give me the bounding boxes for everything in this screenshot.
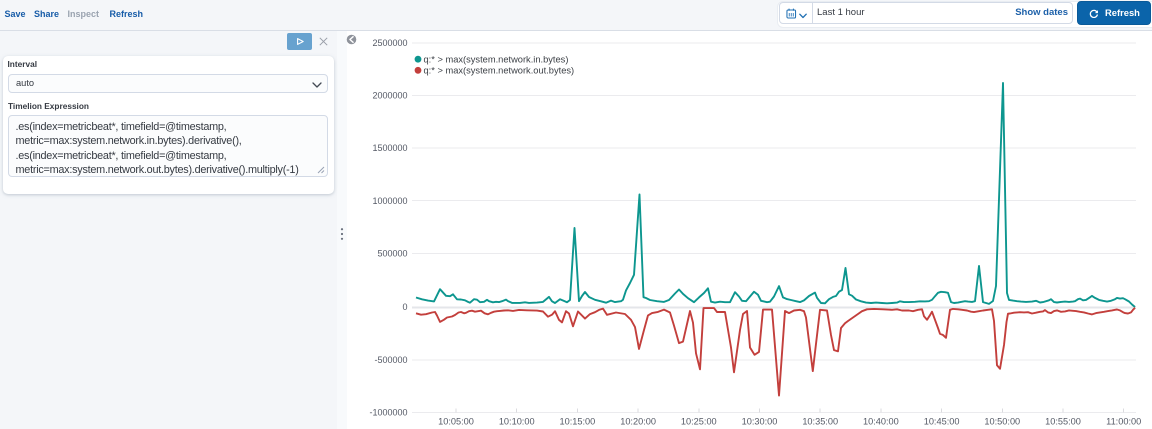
svg-text:10:40:00: 10:40:00	[863, 417, 899, 427]
svg-text:10:05:00: 10:05:00	[438, 417, 474, 427]
svg-text:10:30:00: 10:30:00	[742, 417, 778, 427]
svg-text:10:20:00: 10:20:00	[620, 417, 656, 427]
svg-text:1500000: 1500000	[372, 143, 407, 153]
svg-text:10:50:00: 10:50:00	[984, 417, 1020, 427]
svg-text:2500000: 2500000	[372, 38, 407, 48]
svg-text:-1000000: -1000000	[369, 408, 407, 418]
svg-text:q:* > max(system.network.out.b: q:* > max(system.network.out.bytes)	[424, 66, 575, 76]
svg-text:-500000: -500000	[374, 355, 407, 365]
svg-text:0: 0	[402, 302, 407, 312]
svg-text:500000: 500000	[377, 249, 407, 259]
svg-text:1000000: 1000000	[372, 196, 407, 206]
svg-text:11:00:00: 11:00:00	[1106, 417, 1141, 427]
svg-text:10:10:00: 10:10:00	[499, 417, 535, 427]
svg-text:10:35:00: 10:35:00	[802, 417, 838, 427]
svg-text:2000000: 2000000	[372, 91, 407, 101]
svg-text:q:* > max(system.network.in.by: q:* > max(system.network.in.bytes)	[424, 55, 569, 65]
svg-text:10:15:00: 10:15:00	[560, 417, 596, 427]
svg-text:10:25:00: 10:25:00	[681, 417, 717, 427]
svg-text:10:45:00: 10:45:00	[924, 417, 960, 427]
svg-text:10:55:00: 10:55:00	[1045, 417, 1081, 427]
